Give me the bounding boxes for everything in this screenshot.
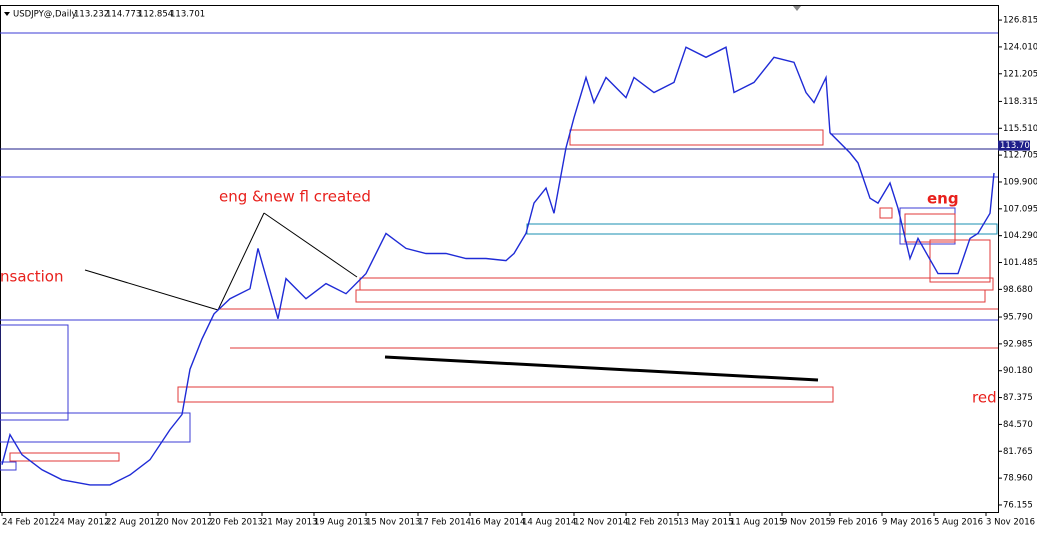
annotation: eng &new fl created xyxy=(219,188,371,206)
arrow-line xyxy=(263,212,358,278)
x-tick-label: 14 Aug 2014 xyxy=(522,518,576,528)
y-tick-label: 112.705 xyxy=(1003,151,1037,161)
x-tick-label: 11 Aug 2015 xyxy=(730,518,784,528)
annotation: red xyxy=(972,389,997,407)
y-tick-label: 124.010 xyxy=(1003,42,1037,52)
open: 113.232 xyxy=(74,10,109,20)
zone xyxy=(9,452,120,462)
x-tick-label: 20 Feb 2013 xyxy=(210,518,263,528)
y-tick-label: 118.315 xyxy=(1003,97,1037,107)
y-tick-label: 104.290 xyxy=(1003,231,1037,241)
y-tick-label: 81.765 xyxy=(1003,447,1033,457)
y-tick-label: 121.205 xyxy=(1003,69,1037,79)
y-tick-label: 126.815 xyxy=(1003,16,1037,26)
x-tick-label: 22 Aug 2012 xyxy=(106,518,160,528)
x-tick-label: 3 Nov 2016 xyxy=(986,518,1035,528)
x-tick-label: 21 May 2013 xyxy=(262,518,317,528)
zone xyxy=(879,207,893,219)
y-tick-label: 95.790 xyxy=(1003,313,1033,323)
x-tick-label: 16 May 2014 xyxy=(470,518,525,528)
y-tick-label: 76.155 xyxy=(1003,500,1033,510)
y-tick-label: 78.960 xyxy=(1003,474,1033,484)
price-line xyxy=(1,46,995,486)
y-tick-label: 87.375 xyxy=(1003,393,1033,403)
zone xyxy=(0,324,69,421)
annotation: nsaction xyxy=(0,268,64,286)
low: 112.854 xyxy=(138,10,173,20)
price-label: 113.701 xyxy=(1000,141,1035,151)
high: 114.773 xyxy=(106,10,141,20)
y-tick-label: 98.680 xyxy=(1003,285,1033,295)
trend-line xyxy=(384,355,819,382)
x-tick-label: 20 Nov 2012 xyxy=(158,518,212,528)
x-tick-label: 17 Feb 2014 xyxy=(418,518,471,528)
price-label-box xyxy=(998,140,1030,151)
x-tick-label: 15 Nov 2013 xyxy=(366,518,420,528)
zone xyxy=(929,239,991,283)
arrow-line xyxy=(217,212,265,311)
x-tick-label: 13 May 2015 xyxy=(678,518,733,528)
y-tick-label: 109.900 xyxy=(1003,177,1037,187)
close: 113.701 xyxy=(170,10,205,20)
y-tick-label: 84.570 xyxy=(1003,420,1033,430)
annotation: eng xyxy=(927,190,959,208)
drawings xyxy=(0,32,998,471)
x-tick-label: 9 Feb 2016 xyxy=(830,518,878,528)
x-tick-label: 24 May 2012 xyxy=(54,518,109,528)
x-tick-label: 9 May 2016 xyxy=(882,518,932,528)
shift-marker xyxy=(793,6,801,11)
y-tick-label: 107.095 xyxy=(1003,204,1037,214)
x-tick-label: 24 Feb 2012 xyxy=(2,518,55,528)
x-tick-label: 19 Aug 2013 xyxy=(314,518,368,528)
y-tick-label: 92.985 xyxy=(1003,339,1033,349)
zone xyxy=(355,289,986,303)
zone xyxy=(0,461,17,471)
x-tick-label: 9 Nov 2015 xyxy=(782,518,831,528)
y-tick-label: 90.180 xyxy=(1003,366,1033,376)
zone xyxy=(0,412,191,443)
zone xyxy=(569,129,824,146)
zone xyxy=(177,386,834,403)
y-tick-label: 115.510 xyxy=(1003,124,1037,134)
arrow-line xyxy=(84,269,219,311)
x-tick-label: 12 Nov 2014 xyxy=(574,518,628,528)
symbol: USDJPY@,Daily xyxy=(13,10,77,20)
y-tick-label: 101.485 xyxy=(1003,258,1037,268)
plot-frame xyxy=(0,5,999,513)
x-tick-label: 5 Aug 2016 xyxy=(934,518,983,528)
x-tick-label: 12 Feb 2015 xyxy=(626,518,679,528)
menu-arrow xyxy=(4,12,10,16)
